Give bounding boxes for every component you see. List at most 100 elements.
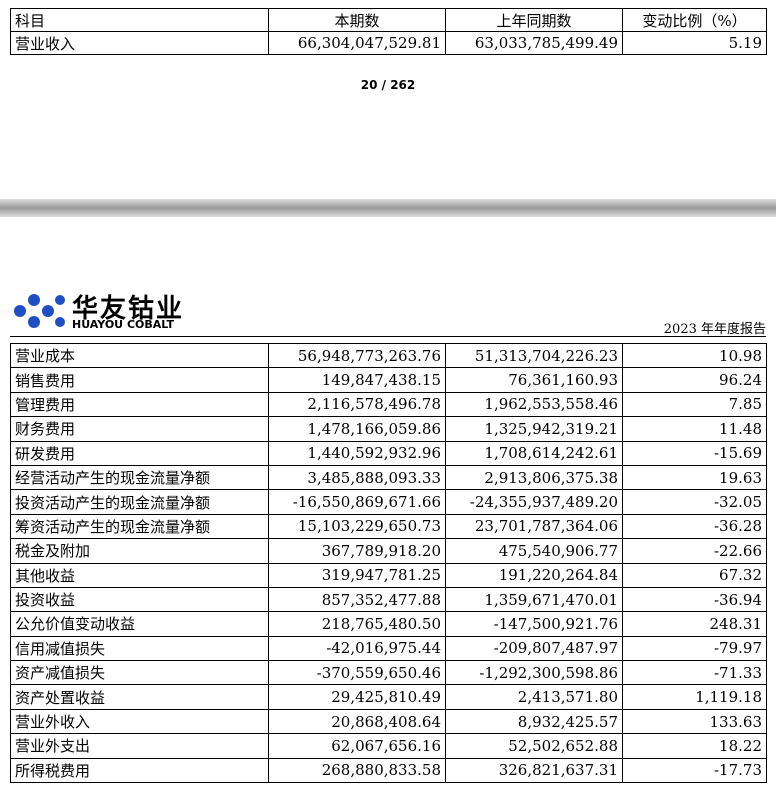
data-table: 营业成本 56,948,773,263.76 51,313,704,226.23 10… [10,342,767,784]
table-cell: -36.28 [622,513,767,540]
table-cell: -15.69 [622,440,767,466]
table-cell: 变动比例（%） [622,8,767,32]
table-cell: 财务费用 [10,416,269,442]
top-table: 科目 本期数 上年同期数 变动比例（%） 营业收入 66,304,047,529.81 63… [10,8,767,55]
table-cell: 96.24 [622,367,767,393]
table-cell: 11.48 [622,416,767,442]
table-cell: 1,962,553,558.46 [445,391,623,418]
table-cell: 56,948,773,263.76 [268,342,446,369]
table-row: 经营活动产生的现金流量净额 3,485,888,093.33 2,913,806,3… [10,464,767,491]
table-row: 其他收益 319,947,781.25 191,220,264.84 67.32 [10,562,767,588]
table-cell: 上年同期数 [445,8,623,32]
table-cell: 3,485,888,093.33 [268,464,446,491]
table-cell: 7.85 [622,391,767,418]
table-cell: 5.19 [622,31,767,55]
header-rule [10,336,766,337]
table-row: 财务费用 1,478,166,059.86 1,325,942,319.21 11.4… [10,416,767,442]
table-cell: 191,220,264.84 [445,562,623,588]
table-cell: -17.73 [622,757,767,784]
table-cell: 1,325,942,319.21 [445,416,623,442]
table-cell: 52,502,652.88 [445,733,623,759]
table-row: 管理费用 2,116,578,496.78 1,962,553,558.46 7.85 [10,391,767,418]
table-cell: 2,413,571.80 [445,684,623,710]
table-cell: 科目 [10,8,269,32]
table-row: 投资收益 857,352,477.88 1,359,671,470.01 -36.94 [10,586,767,613]
table-cell: 1,119.18 [622,684,767,710]
table-row: 营业外支出 62,067,656.16 52,502,652.88 18.22 [10,733,767,759]
table-cell: 2,116,578,496.78 [268,391,446,418]
table-cell: 信用减值损失 [10,635,269,662]
logo-en: HUAYOU COBALT [72,318,174,331]
table-cell: -209,807,487.97 [445,635,623,662]
table-cell: -71.33 [622,660,767,686]
table-cell: 筹资活动产生的现金流量净额 [10,513,269,540]
table-cell: 销售费用 [10,367,269,393]
table-cell: 19.63 [622,464,767,491]
table-cell: 66,304,047,529.81 [268,31,446,55]
table-cell: 资产处置收益 [10,684,269,710]
table-cell: 营业成本 [10,342,269,369]
table-cell: 10.98 [622,342,767,369]
table-cell: 1,708,614,242.61 [445,440,623,466]
table-cell: -36.94 [622,586,767,613]
table-cell: 76,361,160.93 [445,367,623,393]
table-cell: 326,821,637.31 [445,757,623,784]
table-cell: 经营活动产生的现金流量净额 [10,464,269,491]
table-cell: 投资收益 [10,586,269,613]
table-row: 投资活动产生的现金流量净额 -16,550,869,671.66 -24,355,9… [10,489,767,515]
table-cell: 67.32 [622,562,767,588]
table-row: 资产减值损失 -370,559,650.46 -1,292,300,598.86 -7… [10,660,767,686]
table-cell: 218,765,480.50 [268,611,446,637]
table-cell: 所得税费用 [10,757,269,784]
report-title: 2023 年年度报告 [663,322,766,337]
table-cell: 319,947,781.25 [268,562,446,588]
table-cell: 公允价值变动收益 [10,611,269,637]
page-separator [0,199,776,217]
table-cell: 51,313,704,226.23 [445,342,623,369]
table-cell: 1,478,166,059.86 [268,416,446,442]
table-cell: 29,425,810.49 [268,684,446,710]
table-cell: -16,550,869,671.66 [268,489,446,515]
table-cell: 133.63 [622,708,767,735]
table-row: 信用减值损失 -42,016,975.44 -209,807,487.97 -79.9… [10,635,767,662]
table-cell: 475,540,906.77 [445,538,623,564]
table-row: 筹资活动产生的现金流量净额 15,103,229,650.73 23,701,787… [10,513,767,540]
table-row: 营业成本 56,948,773,263.76 51,313,704,226.23 10… [10,342,767,369]
table-row: 所得税费用 268,880,833.58 326,821,637.31 -17.73 [10,757,767,784]
table-cell: -370,559,650.46 [268,660,446,686]
table-cell: 20,868,408.64 [268,708,446,735]
table-cell: 248.31 [622,611,767,637]
table-row: 销售费用 149,847,438.15 76,361,160.93 96.24 [10,367,767,393]
table-cell: 62,067,656.16 [268,733,446,759]
table-cell: -79.97 [622,635,767,662]
table-cell: 其他收益 [10,562,269,588]
table-cell: 23,701,787,364.06 [445,513,623,540]
table-cell: 营业外收入 [10,708,269,735]
table-row: 公允价值变动收益 218,765,480.50 -147,500,921.76 248… [10,611,767,637]
table-cell: 本期数 [268,8,446,32]
table-cell: 研发费用 [10,440,269,466]
table-row: 营业外收入 20,868,408.64 8,932,425.57 133.63 [10,708,767,735]
logo-cn: 华友钴业 [72,294,185,324]
table-row: 税金及附加 367,789,918.20 475,540,906.77 -22.66 [10,538,767,564]
table-cell: 营业收入 [10,31,269,55]
logo-icon [14,294,65,328]
table-cell: 857,352,477.88 [268,586,446,613]
table-cell: 15,103,229,650.73 [268,513,446,540]
table-row: 营业收入 66,304,047,529.81 63,033,785,499.49 5.… [10,31,767,55]
table-cell: 63,033,785,499.49 [445,31,623,55]
table-cell: -42,016,975.44 [268,635,446,662]
table-cell: 268,880,833.58 [268,757,446,784]
table-cell: 管理费用 [10,391,269,418]
table-cell: -32.05 [622,489,767,515]
table-cell: 2,913,806,375.38 [445,464,623,491]
table-row: 研发费用 1,440,592,932.96 1,708,614,242.61 -15.… [10,440,767,466]
table-cell: 投资活动产生的现金流量净额 [10,489,269,515]
table-cell: 149,847,438.15 [268,367,446,393]
table-cell: 8,932,425.57 [445,708,623,735]
table-cell: 367,789,918.20 [268,538,446,564]
table-row: 资产处置收益 29,425,810.49 2,413,571.80 1,119.18 [10,684,767,710]
table-cell: -22.66 [622,538,767,564]
table-cell: 1,359,671,470.01 [445,586,623,613]
